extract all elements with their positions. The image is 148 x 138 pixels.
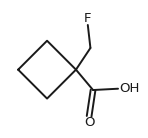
Text: OH: OH bbox=[119, 82, 140, 95]
Text: O: O bbox=[84, 116, 94, 129]
Text: F: F bbox=[84, 12, 92, 25]
